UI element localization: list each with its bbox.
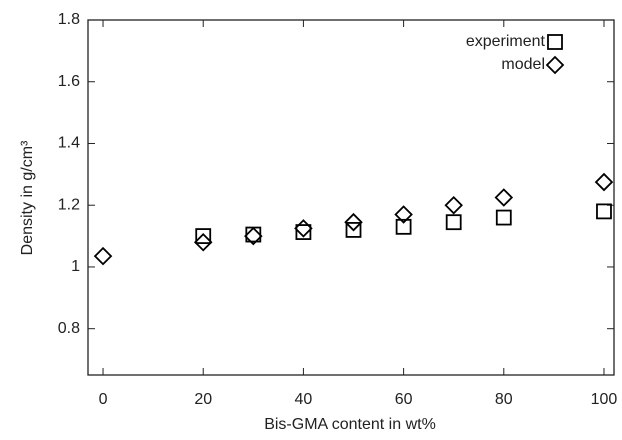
point xyxy=(294,219,313,238)
legend-label: experiment xyxy=(466,33,546,50)
x-axis-label: Bis-GMA content in wt% xyxy=(264,416,436,433)
y-axis-label: Density in g/cm³ xyxy=(19,140,36,255)
x-tick-label: 100 xyxy=(591,391,618,408)
y-tick-label: 1.6 xyxy=(58,73,80,90)
point xyxy=(445,214,462,231)
point xyxy=(193,232,213,252)
point xyxy=(93,246,113,266)
x-tick-label: 20 xyxy=(194,391,212,408)
legend-marker xyxy=(547,34,563,50)
point xyxy=(444,195,463,215)
point xyxy=(295,224,312,240)
point xyxy=(596,203,612,220)
legend-label: model xyxy=(501,56,545,73)
x-tick-label: 40 xyxy=(295,391,313,408)
legend-marker xyxy=(545,55,565,75)
x-tick-label: 80 xyxy=(495,391,513,408)
point xyxy=(395,218,412,235)
y-tick-label: 1 xyxy=(71,258,80,275)
y-tick-label: 1.8 xyxy=(58,11,80,28)
plot-frame xyxy=(87,19,615,376)
point xyxy=(244,226,263,246)
point xyxy=(594,172,614,192)
point xyxy=(344,212,363,232)
point xyxy=(195,228,212,244)
x-tick-label: 60 xyxy=(395,391,413,408)
y-tick-label: 0.8 xyxy=(58,320,80,337)
y-tick-label: 1.4 xyxy=(58,135,80,152)
point xyxy=(394,205,413,224)
y-tick-label: 1.2 xyxy=(58,196,80,213)
x-tick-label: 0 xyxy=(99,391,108,408)
point xyxy=(494,188,514,207)
point xyxy=(495,209,512,226)
point xyxy=(345,222,362,238)
